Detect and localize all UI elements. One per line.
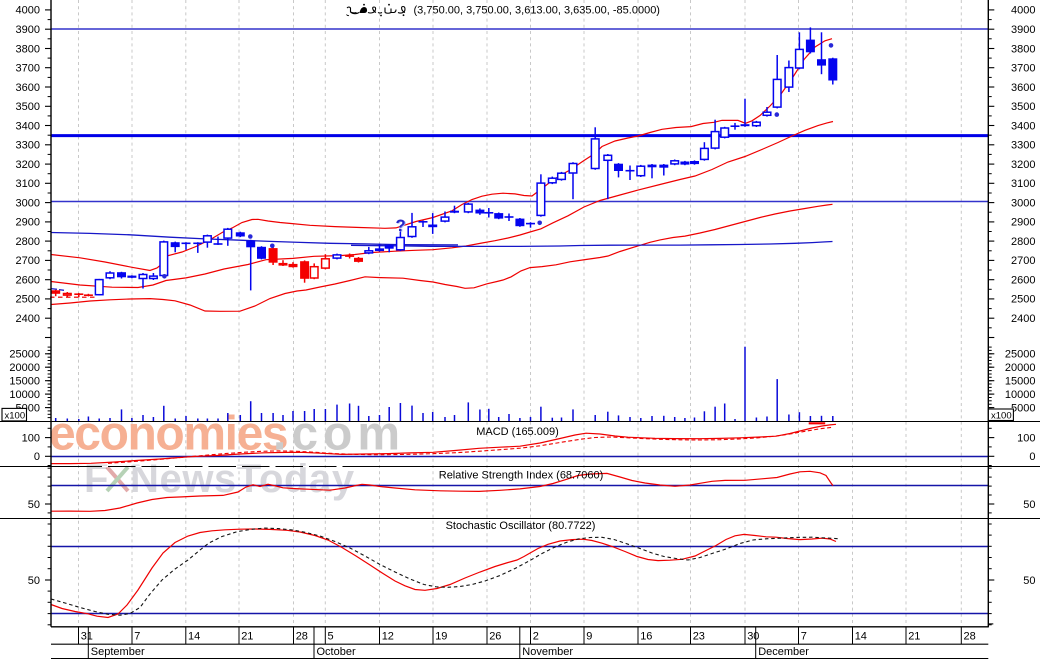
svg-text:October: October bbox=[317, 646, 356, 658]
svg-text:15000: 15000 bbox=[9, 376, 40, 388]
svg-text:4000: 4000 bbox=[16, 5, 40, 17]
svg-text:16: 16 bbox=[640, 630, 652, 642]
svg-text:NewsToday: NewsToday bbox=[130, 457, 355, 501]
svg-text:2: 2 bbox=[533, 630, 539, 642]
svg-text:12: 12 bbox=[382, 630, 394, 642]
svg-text:100: 100 bbox=[1017, 432, 1035, 444]
svg-text:4000: 4000 bbox=[1011, 5, 1035, 17]
svg-text:7: 7 bbox=[801, 630, 807, 642]
svg-text:3000: 3000 bbox=[1011, 197, 1035, 209]
svg-text:50: 50 bbox=[1023, 575, 1035, 587]
svg-text:3700: 3700 bbox=[1011, 63, 1035, 75]
svg-text:0: 0 bbox=[34, 451, 40, 463]
svg-text:3100: 3100 bbox=[16, 178, 40, 190]
svg-text:3700: 3700 bbox=[16, 63, 40, 75]
svg-text:20000: 20000 bbox=[1005, 362, 1036, 374]
svg-text:3300: 3300 bbox=[1011, 140, 1035, 152]
svg-text:December: December bbox=[758, 646, 809, 658]
svg-text:5000: 5000 bbox=[1011, 402, 1035, 414]
svg-text:50: 50 bbox=[1023, 499, 1035, 511]
svg-text:2600: 2600 bbox=[1011, 275, 1035, 287]
svg-text:21: 21 bbox=[241, 630, 253, 642]
svg-text:3100: 3100 bbox=[1011, 178, 1035, 190]
svg-text:3800: 3800 bbox=[1011, 43, 1035, 55]
svg-text:10000: 10000 bbox=[1005, 389, 1036, 401]
svg-text:3400: 3400 bbox=[1011, 120, 1035, 132]
svg-text:3000: 3000 bbox=[16, 197, 40, 209]
svg-text:2800: 2800 bbox=[1011, 236, 1035, 248]
svg-text:15000: 15000 bbox=[1005, 376, 1036, 388]
svg-text:50: 50 bbox=[28, 499, 40, 511]
svg-text:3200: 3200 bbox=[16, 159, 40, 171]
svg-text:20000: 20000 bbox=[9, 362, 40, 374]
svg-text:?: ? bbox=[396, 217, 406, 236]
svg-text:23: 23 bbox=[693, 630, 705, 642]
svg-text:30: 30 bbox=[747, 630, 759, 642]
svg-text:14: 14 bbox=[855, 630, 867, 642]
svg-text:3800: 3800 bbox=[16, 43, 40, 55]
svg-text:3500: 3500 bbox=[16, 101, 40, 113]
svg-text:MACD (165.009): MACD (165.009) bbox=[476, 426, 559, 438]
svg-text:100: 100 bbox=[22, 432, 40, 444]
svg-text:2700: 2700 bbox=[16, 255, 40, 267]
svg-text:2900: 2900 bbox=[16, 217, 40, 229]
svg-text:9: 9 bbox=[586, 630, 592, 642]
svg-text:?: ? bbox=[395, 217, 405, 235]
svg-text:28: 28 bbox=[296, 630, 308, 642]
svg-text:3500: 3500 bbox=[1011, 101, 1035, 113]
svg-text:3200: 3200 bbox=[1011, 159, 1035, 171]
svg-text:3300: 3300 bbox=[16, 140, 40, 152]
svg-text:3900: 3900 bbox=[16, 24, 40, 36]
svg-text:Relative Strength Index (68.70: Relative Strength Index (68.7060) bbox=[439, 470, 604, 482]
svg-text:0: 0 bbox=[1029, 451, 1035, 463]
svg-text:2500: 2500 bbox=[1011, 294, 1035, 306]
svg-text:November: November bbox=[522, 646, 573, 658]
svg-text:3600: 3600 bbox=[16, 82, 40, 94]
svg-text:3600: 3600 bbox=[1011, 82, 1035, 94]
svg-text:10000: 10000 bbox=[9, 389, 40, 401]
svg-text:2400: 2400 bbox=[1011, 313, 1035, 325]
svg-text:3400: 3400 bbox=[16, 120, 40, 132]
svg-text:2600: 2600 bbox=[16, 275, 40, 287]
svg-text:3900: 3900 bbox=[1011, 24, 1035, 36]
svg-text:(3,750.00, 3,750.00, 3,613.00,: (3,750.00, 3,750.00, 3,613.00, 3,635.00,… bbox=[414, 5, 660, 17]
svg-text:26: 26 bbox=[489, 630, 501, 642]
svg-text:14: 14 bbox=[188, 630, 200, 642]
svg-text:25000: 25000 bbox=[9, 349, 40, 361]
svg-text:x100: x100 bbox=[991, 410, 1012, 421]
svg-text:7: 7 bbox=[134, 630, 140, 642]
svg-text:Stochastic Oscillator (80.7722: Stochastic Oscillator (80.7722) bbox=[446, 520, 596, 532]
svg-text:50: 50 bbox=[28, 575, 40, 587]
svg-text:F: F bbox=[84, 457, 108, 501]
svg-text:31: 31 bbox=[81, 630, 93, 642]
svg-text:28: 28 bbox=[964, 630, 976, 642]
svg-text:21: 21 bbox=[908, 630, 920, 642]
svg-text:2900: 2900 bbox=[1011, 217, 1035, 229]
svg-text:x100: x100 bbox=[5, 410, 26, 421]
svg-text:2500: 2500 bbox=[16, 294, 40, 306]
svg-text:2700: 2700 bbox=[1011, 255, 1035, 267]
svg-text:2800: 2800 bbox=[16, 236, 40, 248]
svg-text:economies: economies bbox=[49, 408, 287, 461]
svg-text:19: 19 bbox=[435, 630, 447, 642]
svg-text:5: 5 bbox=[328, 630, 334, 642]
svg-text:25000: 25000 bbox=[1005, 349, 1036, 361]
svg-text:September: September bbox=[91, 646, 145, 658]
svg-text:2400: 2400 bbox=[16, 313, 40, 325]
